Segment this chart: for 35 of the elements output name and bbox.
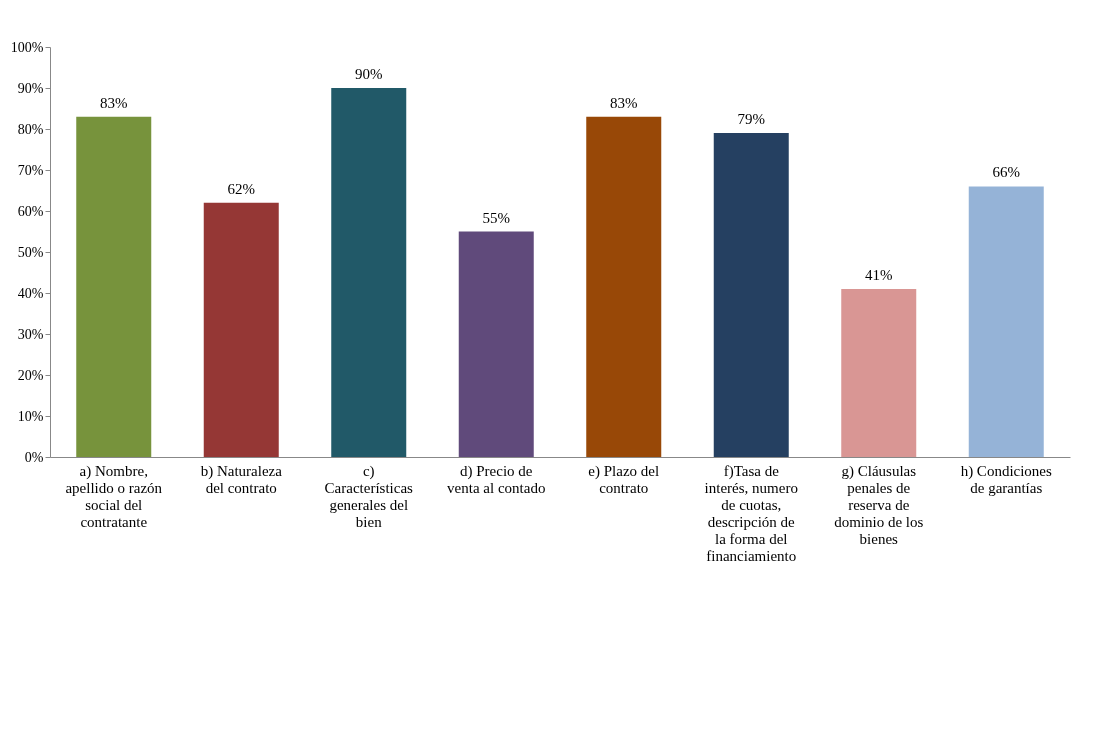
y-tick-label: 40% — [17, 285, 44, 301]
x-tick-label: f)Tasa de interés, numero de cuotas, descripción de la forma del financiamiento — [704, 462, 798, 564]
x-tick-label: a) Nombre, apellido o razón social del contratante — [65, 462, 163, 530]
bar — [331, 88, 407, 457]
y-tick-label: 30% — [17, 326, 44, 342]
y-tick-label: 50% — [17, 244, 44, 260]
y-tick-label: 100% — [10, 39, 44, 55]
y-tick-label: 0% — [24, 449, 44, 465]
x-tick-label: b) Naturaleza del contrato — [200, 462, 283, 496]
x-tick-label: e) Plazo del contrato — [588, 462, 660, 496]
x-tick-label: c) Características generales del bien — [324, 462, 414, 530]
y-tick-label: 70% — [17, 162, 44, 178]
y-tick-label: 80% — [17, 121, 44, 137]
bar — [76, 116, 152, 457]
y-tick-label: 60% — [17, 203, 44, 219]
data-label: 79% — [737, 111, 765, 128]
bar — [968, 186, 1044, 457]
x-tick-label: h) Condiciones de garantías — [960, 462, 1053, 496]
y-tick-label: 10% — [17, 408, 44, 424]
bar — [203, 202, 279, 457]
bar — [458, 231, 534, 457]
bar — [586, 116, 662, 457]
bar — [713, 133, 789, 457]
data-label: 66% — [992, 164, 1020, 181]
bar — [841, 288, 917, 457]
x-tick-label: d) Precio de venta al contado — [447, 462, 546, 496]
y-tick-label: 20% — [17, 367, 44, 383]
x-tick-label: g) Cláusulas penales de reserva de dominio de los bienes — [834, 462, 924, 547]
data-label: 62% — [227, 180, 255, 197]
data-label: 41% — [865, 266, 893, 283]
y-tick-label: 90% — [17, 80, 44, 96]
data-label: 83% — [610, 94, 638, 111]
data-label: 55% — [482, 209, 510, 226]
data-label: 90% — [355, 66, 383, 82]
data-label: 83% — [100, 94, 128, 111]
